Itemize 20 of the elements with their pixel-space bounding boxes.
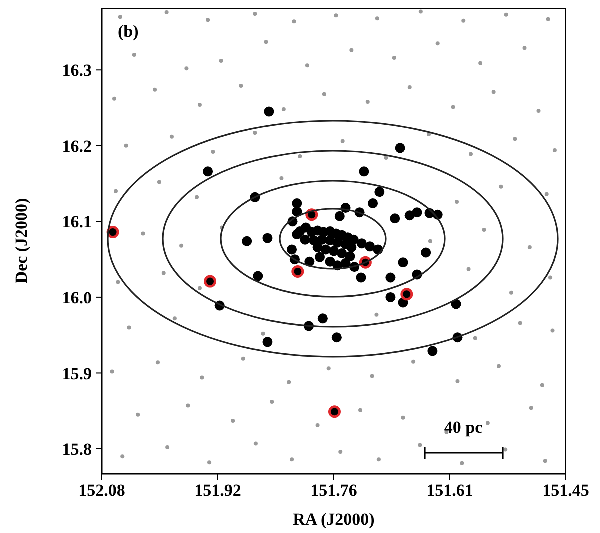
y-tick-label: 16.1 [62,212,92,232]
x-tick-label: 152.08 [78,481,126,500]
y-axis-title: Dec (J2000) [12,198,32,284]
y-tick-label: 15.8 [62,440,92,460]
point [328,406,341,418]
point [106,226,120,239]
x-tick-label: 151.45 [542,481,590,500]
x-tick-label: 151.61 [426,481,474,500]
point [400,288,414,301]
x-tick-label: 151.92 [194,481,242,500]
y-tick-label: 16.3 [62,61,92,80]
point [292,265,304,278]
y-tick-label: 15.9 [62,364,92,384]
annotation: 40 pc [443,418,484,438]
annotation: (b) [118,22,139,42]
y-tick-label: 16.2 [62,136,92,156]
x-tick-label: 151.76 [310,481,358,500]
y-tick-label: 16.0 [62,288,92,308]
x-axis-title: RA (J2000) [293,510,375,529]
point [204,275,217,288]
